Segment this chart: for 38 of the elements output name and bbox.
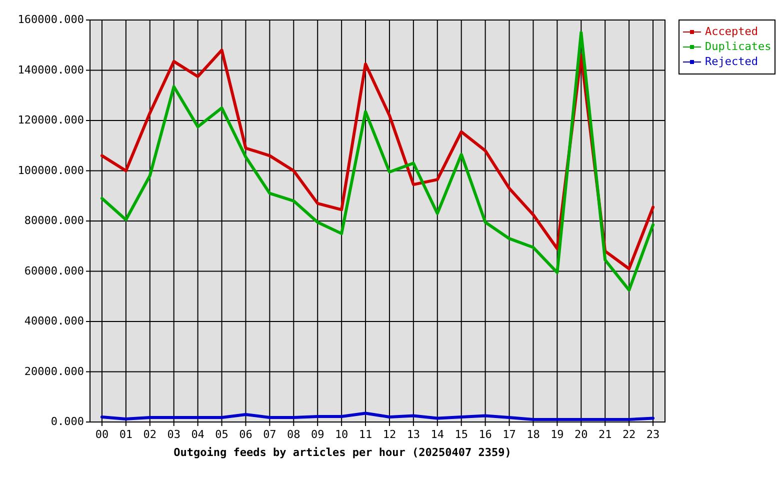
legend-label: Duplicates: [705, 40, 772, 54]
x-tick-label: 23: [646, 428, 660, 441]
x-axis-title: Outgoing feeds by articles per hour (20250407 2359): [174, 446, 512, 459]
x-tick-label: 00: [95, 428, 109, 441]
x-tick-label: 13: [406, 428, 420, 441]
x-tick-label: 17: [502, 428, 516, 441]
x-tick-label: 05: [215, 428, 228, 441]
y-tick-label: 20000.000: [24, 364, 84, 378]
x-tick-label: 12: [382, 428, 396, 441]
legend-label: Accepted: [705, 25, 758, 38]
x-tick-label: 19: [550, 428, 564, 441]
y-tick-label: 120000.000: [18, 114, 84, 127]
line-series: [100, 412, 655, 421]
x-tick-label: 18: [526, 428, 540, 441]
y-tick-label: 0.000: [50, 415, 84, 428]
x-tick-label: 11: [358, 428, 372, 441]
x-tick-label: 01: [119, 428, 133, 441]
y-tick-label: 40000.000: [24, 314, 84, 328]
x-tick-label: 14: [430, 428, 444, 441]
y-tick-label: 140000.000: [18, 63, 84, 76]
x-tick-label: 20: [574, 428, 588, 441]
x-tick-label: 08: [287, 428, 300, 441]
x-tick-label: 16: [478, 428, 492, 441]
x-tick-label: 04: [191, 428, 205, 441]
y-tick-label: 160000.000: [18, 13, 84, 26]
x-tick-label: 21: [598, 428, 612, 441]
legend-label: Rejected: [705, 55, 758, 68]
x-tick-label: 06: [239, 428, 252, 441]
x-tick-label: 22: [622, 428, 636, 441]
x-tick-label: 15: [454, 428, 468, 441]
x-tick-label: 07: [263, 428, 276, 441]
x-tick-label: 02: [143, 428, 157, 441]
y-tick-label: 60000.000: [24, 264, 84, 278]
x-tick-label: 03: [167, 428, 180, 441]
y-tick-label: 100000.000: [18, 164, 84, 177]
x-tick-label: 10: [334, 428, 348, 441]
y-tick-label: 80000.000: [24, 214, 84, 228]
x-tick-label: 09: [310, 428, 324, 441]
